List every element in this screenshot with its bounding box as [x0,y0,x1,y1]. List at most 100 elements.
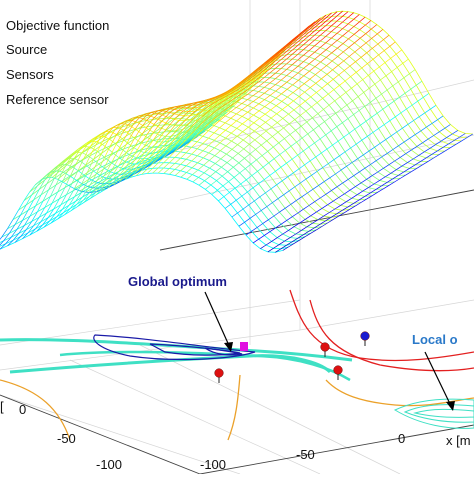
surface-mesh-line [307,223,313,227]
surface-mesh-line [259,100,265,104]
surface-mesh-line [432,151,438,155]
surface-mesh-line [305,216,311,220]
surface-mesh-line [24,192,30,201]
surface-mesh-line [301,122,307,126]
surface-mesh-line [321,74,327,79]
surface-mesh-line [164,157,170,163]
surface-mesh-line [349,52,355,57]
surface-mesh-line [298,68,304,73]
surface-mesh-line [423,161,429,164]
surface-mesh-line [430,145,436,149]
surface-mesh-line [272,199,278,203]
surface-mesh-line [356,140,362,144]
surface-mesh-line [304,71,310,76]
surface-mesh-line [360,17,366,22]
surface-mesh-line [328,160,334,164]
surface-mesh-line [255,136,261,140]
surface-mesh-line [270,98,276,102]
surface-mesh-line [411,168,417,171]
surface-mesh-line [384,46,390,50]
surface-mesh-line [289,187,295,191]
surface-mesh-line [332,48,338,53]
surface-mesh-line [335,205,341,209]
surface-mesh-line [397,128,403,132]
surface-mesh-line [333,75,339,79]
surface-mesh-line [366,117,372,121]
surface-mesh-line [243,136,249,141]
surface-mesh-line [354,110,360,114]
surface-mesh-line [362,136,368,140]
sensor-marker [215,369,224,378]
surface-mesh-line [271,185,277,189]
surface-mesh-line [294,97,300,101]
surface-mesh-line [410,135,416,139]
surface-mesh-line [443,144,449,148]
surface-mesh-line [344,56,350,61]
axis-label-y: [ [0,399,4,414]
surface-mesh-line [197,136,203,142]
surface-mesh-line [348,19,354,24]
surface-mesh-line [333,141,339,145]
surface-mesh-line [354,15,360,20]
surface-mesh-line [259,93,265,97]
surface-mesh-line [272,123,278,127]
surface-mesh-line [292,66,298,71]
surface-mesh-line [264,89,270,93]
surface-mesh-line [241,180,247,184]
surface-mesh-line [287,85,293,89]
surface-mesh-line [432,120,438,124]
surface-mesh-line [380,140,386,144]
surface-mesh-line [214,128,220,133]
surface-mesh-line [320,135,326,139]
surface-mesh-line [349,129,355,133]
surface-mesh-line [217,176,223,181]
surface-mesh-line [317,98,323,102]
surface-mesh-line [270,91,276,95]
surface-mesh-line [372,172,378,176]
surface-mesh-line [303,51,309,56]
surface-mesh-line [424,148,430,152]
surface-mesh-line [404,138,410,142]
surface-mesh-line [298,209,304,213]
surface-mesh-line [361,43,367,48]
tick-label: -50 [296,447,315,462]
surface-mesh-line [403,59,409,63]
surface-mesh-line [299,84,305,89]
grid-line [300,300,474,330]
surface-mesh-line [203,138,209,143]
surface-mesh-line [332,41,338,46]
surface-mesh-line [243,127,249,132]
surface-mesh-line [232,145,238,150]
surface-mesh-line [416,81,422,85]
surface-mesh-line [332,57,338,62]
surface-mesh-line [354,30,360,35]
surface-mesh-line [333,198,339,202]
surface-mesh-line [323,94,329,98]
legend-item-sensors: Sensors [6,67,54,82]
surface-mesh-line [393,82,399,86]
surface-mesh-line [253,239,259,243]
surface-mesh-line [425,109,431,113]
surface-mesh-line [275,167,281,171]
surface-mesh-line [409,165,415,169]
surface-mesh-line [187,168,193,173]
surface-mesh-line [262,151,268,155]
surface-mesh-line [281,64,287,69]
legend-item-objective: Objective function [6,18,109,33]
surface-mesh-line [383,165,389,169]
surface-mesh-line [331,33,337,38]
surface-mesh-line [266,241,272,245]
surface-mesh-line [287,78,293,83]
surface-mesh-line [226,141,232,146]
surface-mesh-line [414,117,420,121]
surface-mesh-line [145,153,151,154]
surface-mesh-line [337,36,343,41]
surface-mesh-line [329,209,335,213]
surface-mesh-line [303,45,309,50]
surface-mesh-line [426,154,432,158]
surface-mesh-line [303,206,309,210]
legend: Objective function Source Sensors Refere… [6,18,109,107]
surface-mesh-line [413,155,419,159]
surface-mesh-line [417,165,423,169]
